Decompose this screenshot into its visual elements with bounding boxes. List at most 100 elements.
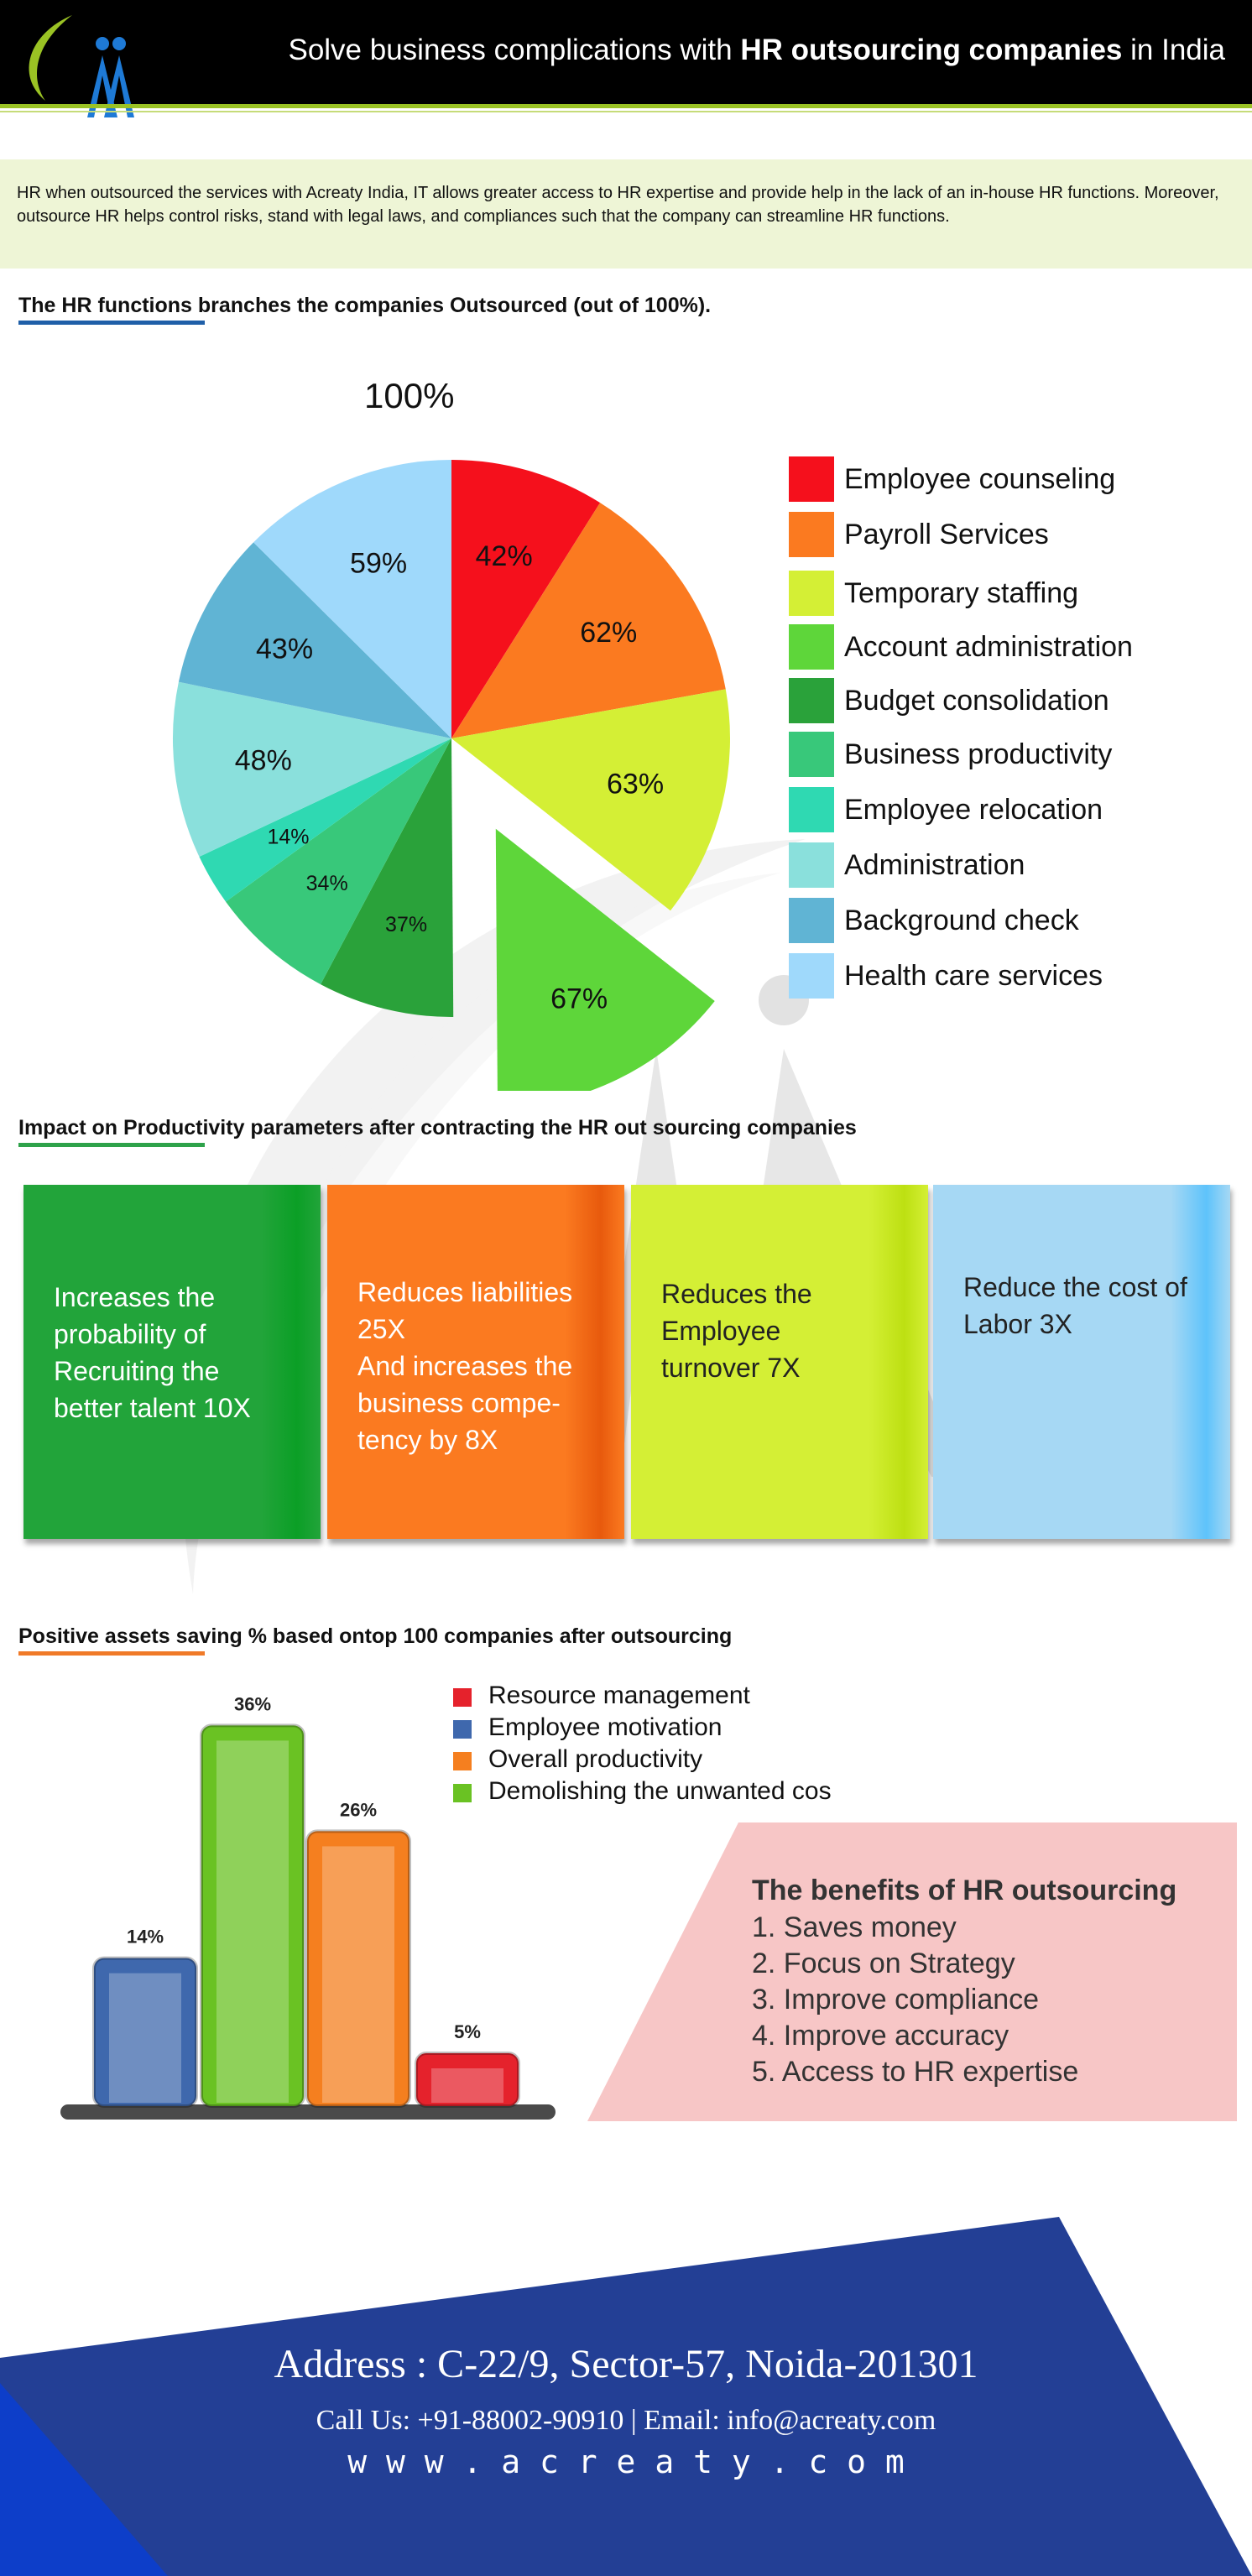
pie-label-administration: 48% bbox=[235, 744, 292, 776]
header-bar: Solve business complications with HR out… bbox=[0, 0, 1252, 117]
bar-legend-swatch bbox=[453, 1784, 472, 1802]
benefits-panel bbox=[587, 1822, 1237, 2121]
bar-overall-productivity bbox=[305, 1829, 411, 2108]
pie-slice-employee-counseling bbox=[451, 460, 601, 738]
pie-legend-label: Health care services bbox=[844, 960, 1103, 992]
pie-slice-account-administration bbox=[495, 828, 715, 1091]
pie-label-employee-counseling: 42% bbox=[476, 540, 533, 572]
bar-legend-swatch bbox=[453, 1688, 472, 1707]
bar-legend-item-employee-motivation: Employee motivation bbox=[453, 1713, 889, 1742]
bar-highlight-employee-motivation bbox=[109, 1973, 181, 2103]
pie-legend-swatch bbox=[789, 842, 834, 888]
acreaty-logo bbox=[29, 15, 134, 117]
pie-legend-item-employee-relocation: Employee relocation bbox=[789, 787, 1225, 832]
bar-label-resource-management: 5% bbox=[454, 2021, 481, 2042]
impact-box-3: Reduces the Employee turnover 7X bbox=[631, 1185, 928, 1539]
impact-section-title: Impact on Productivity parameters after … bbox=[18, 1116, 857, 1139]
impact-text-2: Reduces liabilities 25X And increases th… bbox=[357, 1277, 573, 1455]
pie-legend-swatch bbox=[789, 732, 834, 777]
benefit-item: 2. Focus on Strategy bbox=[752, 1948, 1015, 1979]
footer-website: w w w . a c r e a t y . c o m bbox=[347, 2443, 905, 2480]
pie-legend-item-temporary-staffing: Temporary staffing bbox=[789, 571, 1225, 616]
bar-legend-swatch bbox=[453, 1752, 472, 1770]
bar-demolishing-the-unwanted-cos bbox=[200, 1723, 305, 2109]
pie-legend-swatch bbox=[789, 678, 834, 723]
impact-text-4: Reduce the cost of Labor 3X bbox=[963, 1272, 1187, 1339]
pie-legend-swatch bbox=[789, 624, 834, 670]
bar-resource-management bbox=[415, 2052, 520, 2108]
pie-label-employee-relocation: 14% bbox=[267, 826, 309, 849]
pie-legend-item-account-administration: Account administration bbox=[789, 624, 1225, 670]
impact-box-4: Reduce the cost of Labor 3X bbox=[933, 1185, 1230, 1539]
pie-legend-label: Account administration bbox=[844, 631, 1133, 663]
pie-label-budget-consolidation: 37% bbox=[385, 913, 427, 936]
footer-address: Address : C-22/9, Sector-57, Noida-20130… bbox=[274, 2342, 978, 2386]
impact-box-1: Increases the probability of Recruiting … bbox=[23, 1185, 321, 1539]
intro-panel: HR when outsourced the services with Acr… bbox=[0, 159, 1252, 269]
pie-label-payroll-services: 62% bbox=[580, 617, 637, 649]
bar-highlight-resource-management bbox=[431, 2068, 503, 2103]
pie-slice-business-productivity bbox=[226, 738, 451, 985]
bar-chart-base bbox=[60, 2104, 556, 2120]
header-accent-line-thin bbox=[0, 111, 1252, 112]
bar-legend-label: Overall productivity bbox=[488, 1745, 703, 1773]
header-title: Solve business complications with HR out… bbox=[288, 34, 1225, 66]
pie-legend-label: Employee relocation bbox=[844, 794, 1103, 826]
pie-slice-health-care-services bbox=[253, 460, 451, 738]
pie-legend-swatch bbox=[789, 512, 834, 557]
pie-legend-item-employee-counseling: Employee counseling bbox=[789, 456, 1225, 502]
pie-title: 100% bbox=[364, 376, 455, 415]
bar-label-demolishing-the-unwanted-cos: 36% bbox=[234, 1693, 271, 1714]
pie-legend-item-background-check: Background check bbox=[789, 898, 1225, 943]
pie-legend-label: Payroll Services bbox=[844, 519, 1049, 550]
pie-legend-item-business-productivity: Business productivity bbox=[789, 732, 1225, 777]
bar-legend-item-resource-management: Resource management bbox=[453, 1682, 889, 1710]
pie-label-health-care-services: 59% bbox=[350, 548, 407, 580]
pie-label-background-check: 43% bbox=[256, 633, 313, 665]
pie-label-temporary-staffing: 63% bbox=[607, 769, 664, 800]
impact-text-3: Reduces the Employee turnover 7X bbox=[661, 1279, 812, 1383]
pie-legend-item-health-care-services: Health care services bbox=[789, 953, 1225, 999]
pie-legend-label: Administration bbox=[844, 849, 1025, 881]
bar-label-employee-motivation: 14% bbox=[127, 1927, 164, 1948]
pie-legend-label: Employee counseling bbox=[844, 463, 1116, 495]
pie-legend-swatch bbox=[789, 456, 834, 502]
benefits-title: The benefits of HR outsourcing bbox=[752, 1875, 1177, 1906]
pie-slice-payroll-services bbox=[451, 503, 726, 738]
benefit-item: 1. Saves money bbox=[752, 1911, 957, 1943]
bar-chart: 14% 36% 26% 5% bbox=[60, 1693, 556, 2120]
header-accent-line bbox=[0, 104, 1252, 108]
pie-slice-temporary-staffing bbox=[451, 689, 730, 911]
functions-title-underline bbox=[18, 321, 205, 325]
pie-legend-item-payroll-services: Payroll Services bbox=[789, 512, 1225, 557]
functions-section-title: The HR functions branches the companies … bbox=[18, 294, 712, 317]
benefit-item: 4. Improve accuracy bbox=[752, 2020, 1009, 2052]
pie-legend-label: Budget consolidation bbox=[844, 685, 1109, 717]
pie-slice-budget-consolidation bbox=[321, 738, 454, 1017]
pie-legend-label: Background check bbox=[844, 905, 1079, 936]
pie-slice-administration bbox=[173, 681, 451, 858]
pie-legend-item-administration: Administration bbox=[789, 842, 1225, 888]
savings-title-underline bbox=[18, 1651, 205, 1656]
pie-label-business-productivity: 34% bbox=[306, 872, 348, 895]
impact-title-underline bbox=[18, 1143, 205, 1147]
pie-legend-item-budget-consolidation: Budget consolidation bbox=[789, 678, 1225, 723]
pie-legend-swatch bbox=[789, 953, 834, 999]
pie-label-account-administration: 67% bbox=[550, 983, 608, 1015]
pie-slice-background-check bbox=[178, 542, 452, 738]
bar-legend-item-overall-productivity: Overall productivity bbox=[453, 1745, 889, 1774]
pie-legend-swatch bbox=[789, 787, 834, 832]
bar-legend-label: Employee motivation bbox=[488, 1713, 723, 1741]
pie-legend-label: Temporary staffing bbox=[844, 577, 1079, 609]
pie-legend-swatch bbox=[789, 898, 834, 943]
savings-section-title: Positive assets saving % based ontop 100… bbox=[18, 1624, 733, 1648]
bar-legend-label: Demolishing the unwanted cos bbox=[488, 1777, 832, 1805]
bar-legend-label: Resource management bbox=[488, 1682, 750, 1709]
footer-contact: Call Us: +91-88002-90910 | Email: info@a… bbox=[316, 2405, 936, 2436]
bar-label-overall-productivity: 26% bbox=[340, 1799, 377, 1820]
benefit-item: 3. Improve compliance bbox=[752, 1984, 1040, 2015]
impact-box-2: Reduces liabilities 25X And increases th… bbox=[327, 1185, 624, 1539]
bar-employee-motivation bbox=[92, 1956, 198, 2108]
pie-slice-employee-relocation bbox=[199, 738, 451, 902]
bar-highlight-demolishing-the-unwanted-cos bbox=[216, 1740, 289, 2103]
